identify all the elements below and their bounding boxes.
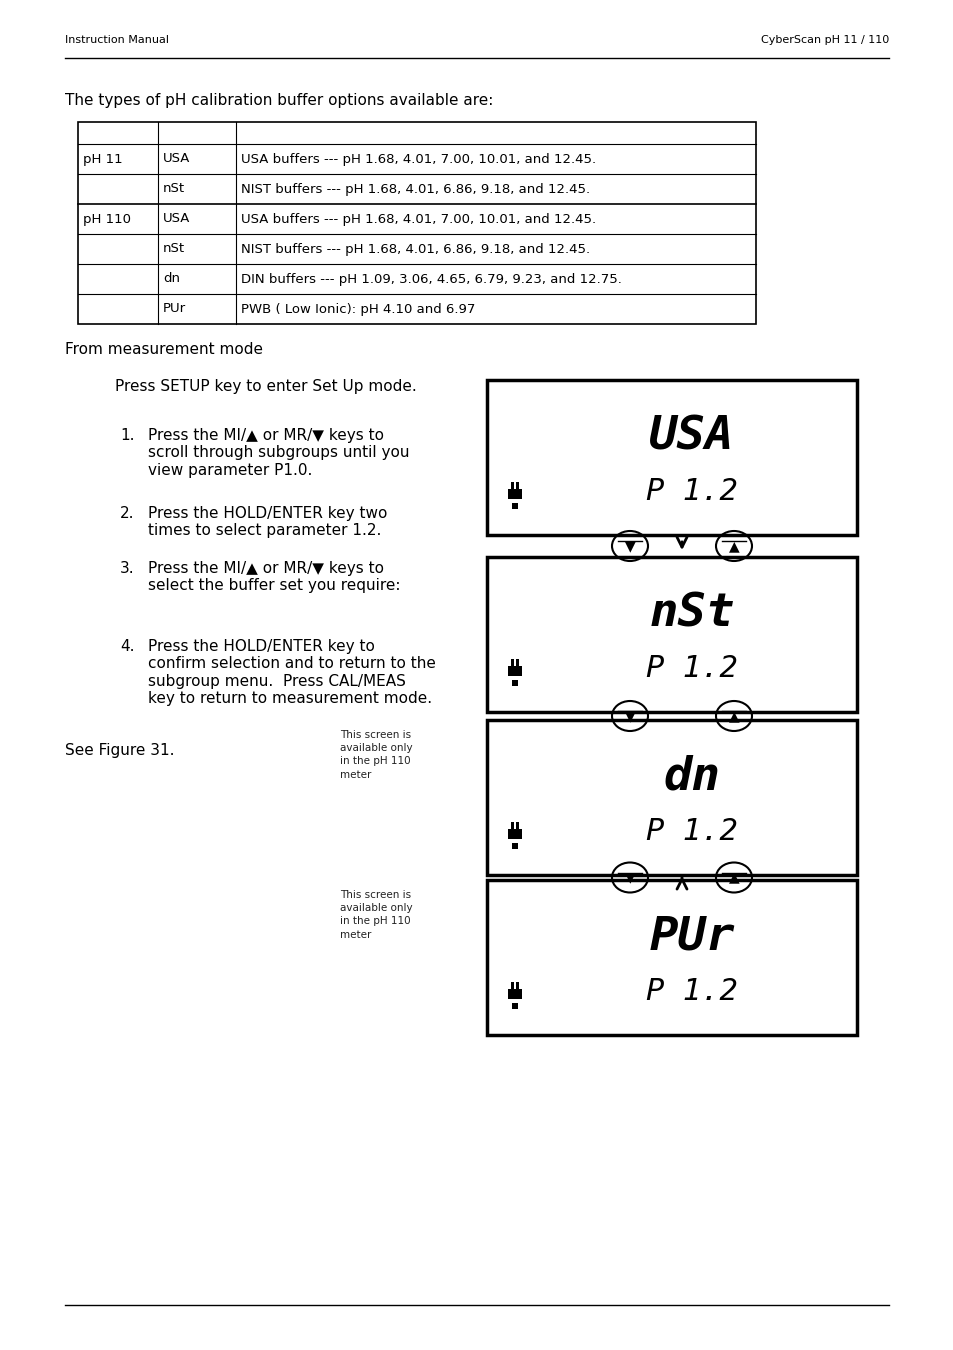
Text: ▲: ▲ bbox=[728, 539, 739, 553]
Text: PUr: PUr bbox=[163, 302, 186, 316]
Bar bbox=[512, 679, 517, 686]
Text: Instruction Manual: Instruction Manual bbox=[65, 35, 169, 45]
Bar bbox=[486, 720, 856, 875]
Text: The types of pH calibration buffer options available are:: The types of pH calibration buffer optio… bbox=[65, 93, 493, 108]
Bar bbox=[507, 666, 521, 675]
Text: NIST buffers --- pH 1.68, 4.01, 6.86, 9.18, and 12.45.: NIST buffers --- pH 1.68, 4.01, 6.86, 9.… bbox=[241, 243, 590, 255]
Bar bbox=[486, 558, 856, 711]
Bar bbox=[511, 822, 514, 830]
Text: nSt: nSt bbox=[163, 243, 185, 255]
Text: pH 110: pH 110 bbox=[83, 212, 131, 225]
Text: P 1.2: P 1.2 bbox=[645, 655, 738, 683]
Text: ▼: ▼ bbox=[624, 871, 635, 884]
Text: pH 11: pH 11 bbox=[83, 153, 123, 166]
Bar bbox=[486, 379, 856, 535]
Text: 2.: 2. bbox=[120, 506, 134, 521]
Text: dn: dn bbox=[662, 755, 720, 799]
Bar bbox=[507, 489, 521, 498]
Text: NIST buffers --- pH 1.68, 4.01, 6.86, 9.18, and 12.45.: NIST buffers --- pH 1.68, 4.01, 6.86, 9.… bbox=[241, 182, 590, 196]
Text: USA: USA bbox=[163, 212, 191, 225]
Bar bbox=[486, 880, 856, 1035]
Text: P 1.2: P 1.2 bbox=[645, 477, 738, 506]
Text: nSt: nSt bbox=[649, 591, 734, 637]
Text: PUr: PUr bbox=[649, 915, 734, 960]
Bar bbox=[78, 122, 755, 324]
Text: ▼: ▼ bbox=[624, 539, 635, 553]
Text: 4.: 4. bbox=[120, 639, 134, 653]
Bar bbox=[512, 1003, 517, 1008]
Bar bbox=[512, 842, 517, 849]
Text: Press SETUP key to enter Set Up mode.: Press SETUP key to enter Set Up mode. bbox=[115, 378, 416, 393]
Text: nSt: nSt bbox=[163, 182, 185, 196]
Text: ▲: ▲ bbox=[728, 709, 739, 724]
Text: This screen is
available only
in the pH 110
meter: This screen is available only in the pH … bbox=[339, 730, 413, 779]
Text: USA: USA bbox=[649, 414, 734, 460]
Text: ▼: ▼ bbox=[624, 709, 635, 724]
Text: USA buffers --- pH 1.68, 4.01, 7.00, 10.01, and 12.45.: USA buffers --- pH 1.68, 4.01, 7.00, 10.… bbox=[241, 212, 596, 225]
Bar bbox=[512, 502, 517, 509]
Bar bbox=[516, 822, 518, 830]
Bar bbox=[516, 659, 518, 667]
Bar bbox=[516, 482, 518, 490]
Text: P 1.2: P 1.2 bbox=[645, 977, 738, 1006]
Text: Press the MI/▲ or MR/▼ keys to
scroll through subgroups until you
view parameter: Press the MI/▲ or MR/▼ keys to scroll th… bbox=[148, 428, 409, 478]
Text: ▲: ▲ bbox=[728, 871, 739, 884]
Text: dn: dn bbox=[163, 273, 180, 285]
Text: P 1.2: P 1.2 bbox=[645, 817, 738, 846]
Text: CyberScan pH 11 / 110: CyberScan pH 11 / 110 bbox=[760, 35, 888, 45]
Bar bbox=[511, 482, 514, 490]
Text: From measurement mode: From measurement mode bbox=[65, 343, 263, 358]
Text: USA buffers --- pH 1.68, 4.01, 7.00, 10.01, and 12.45.: USA buffers --- pH 1.68, 4.01, 7.00, 10.… bbox=[241, 153, 596, 166]
Bar bbox=[511, 659, 514, 667]
Text: This screen is
available only
in the pH 110
meter: This screen is available only in the pH … bbox=[339, 890, 413, 940]
Text: DIN buffers --- pH 1.09, 3.06, 4.65, 6.79, 9.23, and 12.75.: DIN buffers --- pH 1.09, 3.06, 4.65, 6.7… bbox=[241, 273, 621, 285]
Text: Press the HOLD/ENTER key to
confirm selection and to return to the
subgroup menu: Press the HOLD/ENTER key to confirm sele… bbox=[148, 639, 436, 706]
Bar bbox=[507, 988, 521, 999]
Text: PWB ( Low Ionic): pH 4.10 and 6.97: PWB ( Low Ionic): pH 4.10 and 6.97 bbox=[241, 302, 475, 316]
Text: 3.: 3. bbox=[120, 562, 134, 576]
Text: See Figure 31.: See Figure 31. bbox=[65, 744, 174, 759]
Text: 1.: 1. bbox=[120, 428, 134, 443]
Text: USA: USA bbox=[163, 153, 191, 166]
Bar bbox=[507, 829, 521, 838]
Bar bbox=[511, 981, 514, 990]
Bar bbox=[516, 981, 518, 990]
Text: Press the MI/▲ or MR/▼ keys to
select the buffer set you require:: Press the MI/▲ or MR/▼ keys to select th… bbox=[148, 562, 400, 594]
Text: Press the HOLD/ENTER key two
times to select parameter 1.2.: Press the HOLD/ENTER key two times to se… bbox=[148, 506, 387, 539]
